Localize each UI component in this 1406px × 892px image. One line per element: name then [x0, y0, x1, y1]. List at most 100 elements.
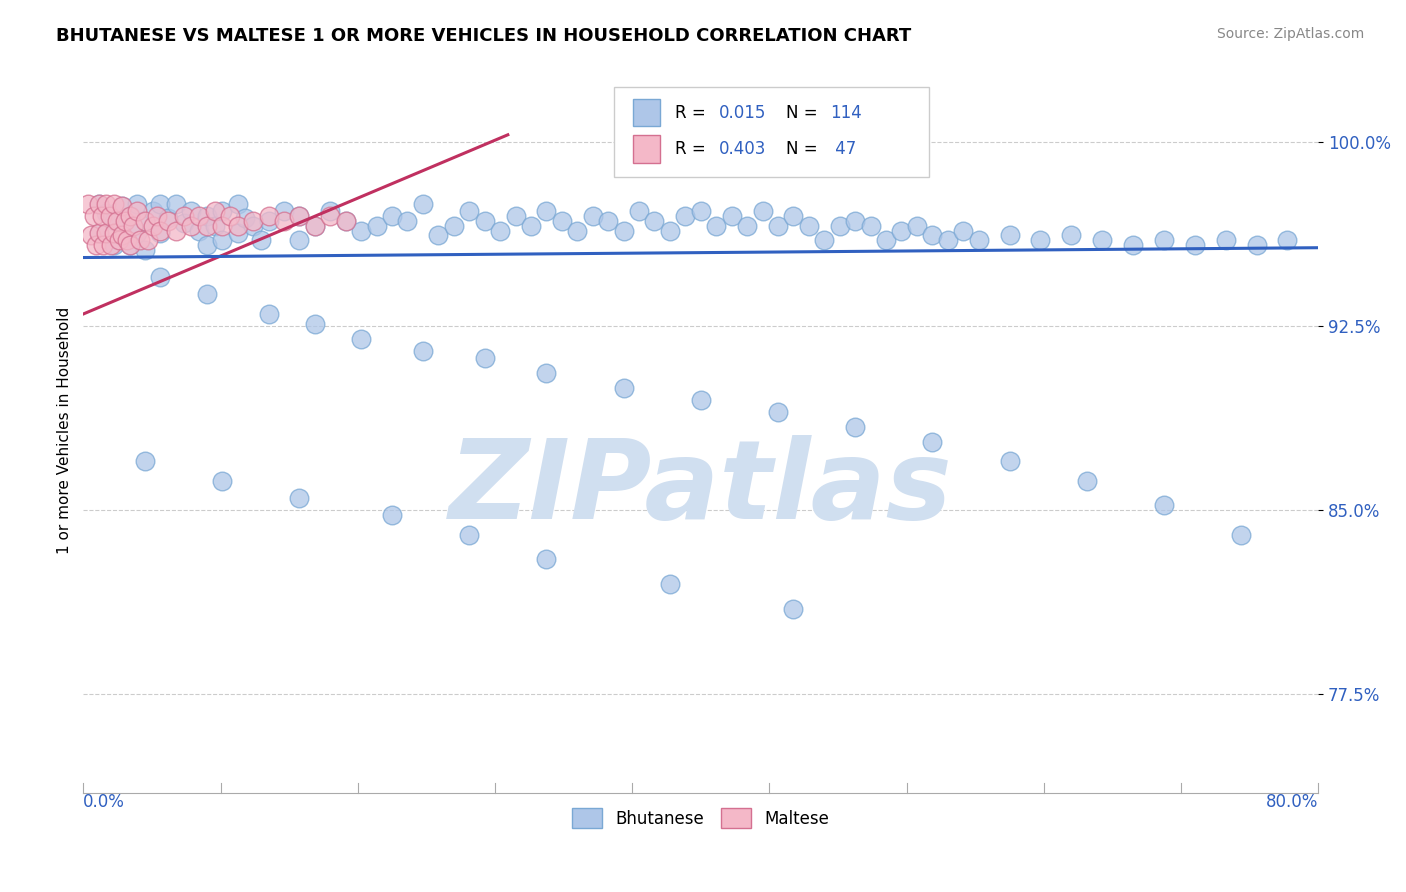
Point [134, 213, 156, 227]
Point [489, 223, 512, 237]
Point [350, 223, 373, 237]
Point [235, 211, 257, 226]
Point [1060, 228, 1083, 243]
Point [335, 213, 357, 227]
Point [273, 213, 295, 227]
Text: ZIPatlas: ZIPatlas [449, 435, 953, 542]
FancyBboxPatch shape [633, 136, 659, 162]
Point [80, 228, 103, 243]
Point [149, 226, 172, 240]
Point [921, 228, 943, 243]
Point [121, 219, 143, 233]
Point [195, 287, 218, 301]
Point [118, 209, 141, 223]
Point [142, 219, 165, 233]
Point [226, 226, 249, 240]
Point [103, 238, 125, 252]
Point [180, 219, 202, 233]
Point [288, 233, 311, 247]
Point [149, 270, 172, 285]
Point [111, 199, 134, 213]
Point [782, 209, 804, 223]
Point [720, 209, 742, 223]
FancyBboxPatch shape [633, 99, 659, 127]
Point [84, 238, 107, 252]
Point [643, 213, 665, 227]
Text: N =: N = [786, 103, 823, 121]
Point [427, 228, 450, 243]
Point [474, 213, 496, 227]
Point [188, 223, 211, 237]
Point [658, 223, 681, 237]
Text: 0.015: 0.015 [720, 103, 766, 121]
Point [165, 223, 187, 237]
Point [188, 209, 211, 223]
Point [952, 223, 974, 237]
Y-axis label: 1 or more Vehicles in Household: 1 or more Vehicles in Household [58, 307, 72, 554]
Point [83, 209, 105, 223]
Point [211, 474, 233, 488]
Point [520, 219, 543, 233]
Point [628, 203, 651, 218]
Text: BHUTANESE VS MALTESE 1 OR MORE VEHICLES IN HOUSEHOLD CORRELATION CHART: BHUTANESE VS MALTESE 1 OR MORE VEHICLES … [56, 27, 911, 45]
Point [766, 405, 789, 419]
Point [797, 219, 820, 233]
Point [412, 343, 434, 358]
Point [396, 213, 419, 227]
Point [613, 381, 636, 395]
Point [1076, 474, 1098, 488]
Point [1277, 233, 1299, 247]
Point [77, 196, 100, 211]
Point [443, 219, 465, 233]
Point [381, 508, 404, 523]
Point [505, 209, 527, 223]
Point [149, 196, 172, 211]
Point [1246, 238, 1268, 252]
Text: N =: N = [786, 140, 823, 158]
Point [242, 219, 264, 233]
Point [87, 226, 110, 240]
Point [257, 213, 280, 227]
Point [118, 238, 141, 252]
Point [111, 199, 134, 213]
Point [146, 209, 169, 223]
Point [1215, 233, 1237, 247]
Point [766, 219, 789, 233]
Point [134, 243, 156, 257]
Point [735, 219, 758, 233]
Point [350, 332, 373, 346]
Point [204, 219, 226, 233]
Point [536, 366, 558, 380]
Point [319, 209, 342, 223]
Text: Source: ZipAtlas.com: Source: ZipAtlas.com [1216, 27, 1364, 41]
Point [115, 233, 138, 247]
Point [103, 213, 125, 227]
Point [111, 228, 134, 243]
Text: R =: R = [675, 140, 711, 158]
Point [226, 196, 249, 211]
Point [998, 228, 1021, 243]
Text: R =: R = [675, 103, 711, 121]
Point [1230, 528, 1253, 542]
Point [219, 209, 242, 223]
Point [96, 206, 118, 220]
Point [136, 233, 159, 247]
Text: 114: 114 [831, 103, 862, 121]
Point [204, 203, 226, 218]
Point [536, 552, 558, 566]
Point [458, 528, 481, 542]
Point [1029, 233, 1052, 247]
Point [226, 219, 249, 233]
Point [195, 219, 218, 233]
Point [704, 219, 727, 233]
Text: 0.403: 0.403 [720, 140, 766, 158]
Point [103, 196, 125, 211]
Point [366, 219, 388, 233]
Point [129, 233, 152, 247]
Point [658, 577, 681, 591]
Point [127, 196, 149, 211]
Point [288, 491, 311, 505]
Point [582, 209, 605, 223]
Point [673, 209, 696, 223]
Point [859, 219, 882, 233]
